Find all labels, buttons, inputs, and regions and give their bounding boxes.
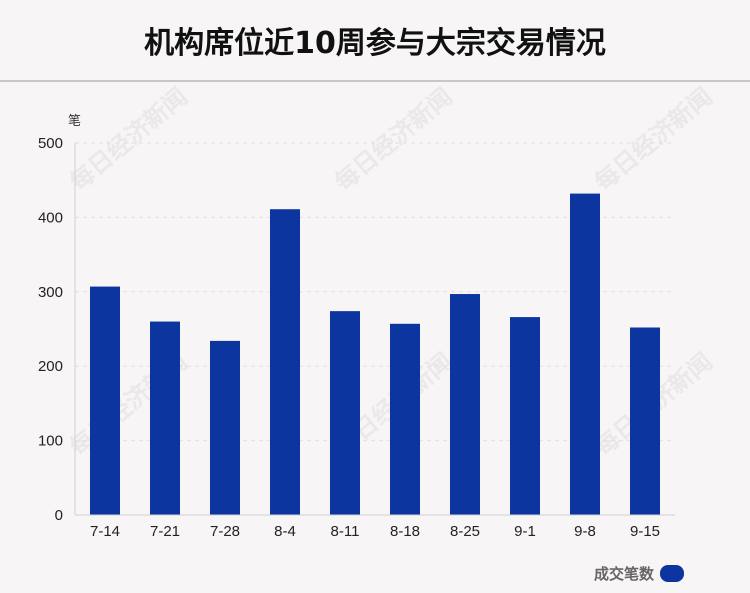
bar-7-21 [150,321,180,515]
x-tick-label-9-8: 9-8 [574,523,596,540]
x-tick-label-9-1: 9-1 [514,523,536,540]
x-tick-label-7-14: 7-14 [90,523,120,540]
legend: 成交笔数 [594,563,684,584]
bar-8-11 [330,311,360,515]
y-tick-label-3: 300 [38,284,63,301]
bar-8-25 [450,294,480,515]
x-tick-label-8-18: 8-18 [390,523,420,540]
y-tick-label-2: 200 [38,358,63,375]
x-tick-label-8-11: 8-11 [331,523,360,540]
title-divider [0,80,750,82]
bar-8-4 [270,209,300,515]
bar-7-28 [210,340,240,515]
bar-7-14 [90,286,120,515]
x-tick-label-9-15: 9-15 [630,523,660,540]
legend-swatch [660,565,684,582]
x-tick-label-8-4: 8-4 [274,523,296,540]
x-tick-label-7-28: 7-28 [210,523,240,540]
x-tick-label-8-25: 8-25 [450,523,480,540]
x-tick-label-7-21: 7-21 [150,523,180,540]
y-axis-unit: 笔 [68,113,81,129]
bar-8-18 [390,323,420,515]
bar-9-1 [510,317,540,515]
bar-9-15 [630,327,660,515]
bars [90,193,660,516]
y-tick-label-1: 100 [38,433,63,450]
y-tick-labels: 0 100 200 300 400 500 [38,135,63,524]
x-tick-labels: 7-14 7-21 7-28 8-4 8-11 8-18 8-25 9-1 9-8 9-15 [90,523,660,540]
legend-label: 成交笔数 [593,565,654,583]
chart-title: 机构席位近10周参与大宗交易情况 [144,26,606,61]
y-tick-label-5: 500 [38,135,63,152]
bar-9-8 [570,193,600,516]
y-tick-label-4: 400 [38,209,63,226]
y-tick-label-0: 0 [55,507,63,524]
